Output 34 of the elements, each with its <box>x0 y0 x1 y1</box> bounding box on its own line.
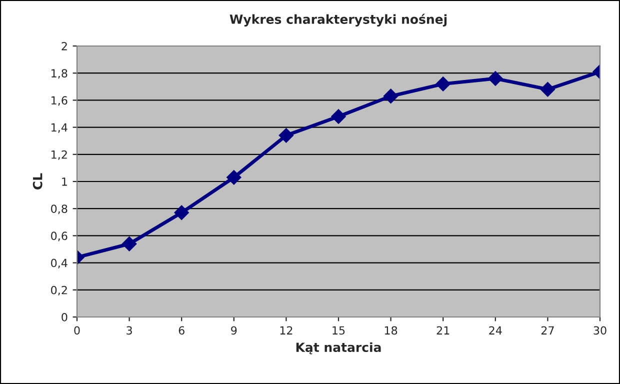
point <box>331 109 346 124</box>
y-axis-title: CL <box>32 173 42 190</box>
y-tick-label: 0,6 <box>51 232 68 242</box>
point <box>174 205 189 220</box>
x-tick-label: 6 <box>178 326 184 335</box>
y-tick-label: 0 <box>62 312 68 322</box>
x-tick-label: 9 <box>231 326 237 335</box>
point <box>436 76 450 92</box>
x-tick-label: 3 <box>126 326 132 335</box>
x-tick-label: 18 <box>384 326 398 335</box>
x-tick-label: 27 <box>541 326 554 334</box>
point <box>540 82 556 97</box>
point <box>278 128 294 143</box>
y-tick-label: 0,8 <box>51 204 68 214</box>
y-tick-label: 1,8 <box>52 69 68 79</box>
y-tick-label: 0,2 <box>51 286 67 296</box>
point <box>122 236 137 252</box>
point <box>226 170 242 185</box>
y-tick-label: 2 <box>62 42 67 50</box>
point <box>488 71 503 86</box>
y-tick-label: 0,4 <box>51 258 68 268</box>
x-tick-label: 15 <box>332 326 345 335</box>
point <box>383 88 398 104</box>
y-tick-label: 1 <box>62 178 67 186</box>
y-tick-label: 1,2 <box>52 150 67 160</box>
x-axis-title: Kąt natarcia <box>296 342 381 354</box>
x-tick-label: 30 <box>594 326 606 335</box>
y-tick-label: 1,4 <box>52 123 68 133</box>
x-tick-label: 12 <box>280 326 292 334</box>
chart-title: Wykres charakterystyki nośnej <box>230 14 447 26</box>
x-tick-label: 24 <box>489 326 502 334</box>
x-tick-label: 0 <box>74 326 80 335</box>
x-tick-label: 21 <box>436 326 450 334</box>
y-tick-label: 1,6 <box>52 96 68 106</box>
